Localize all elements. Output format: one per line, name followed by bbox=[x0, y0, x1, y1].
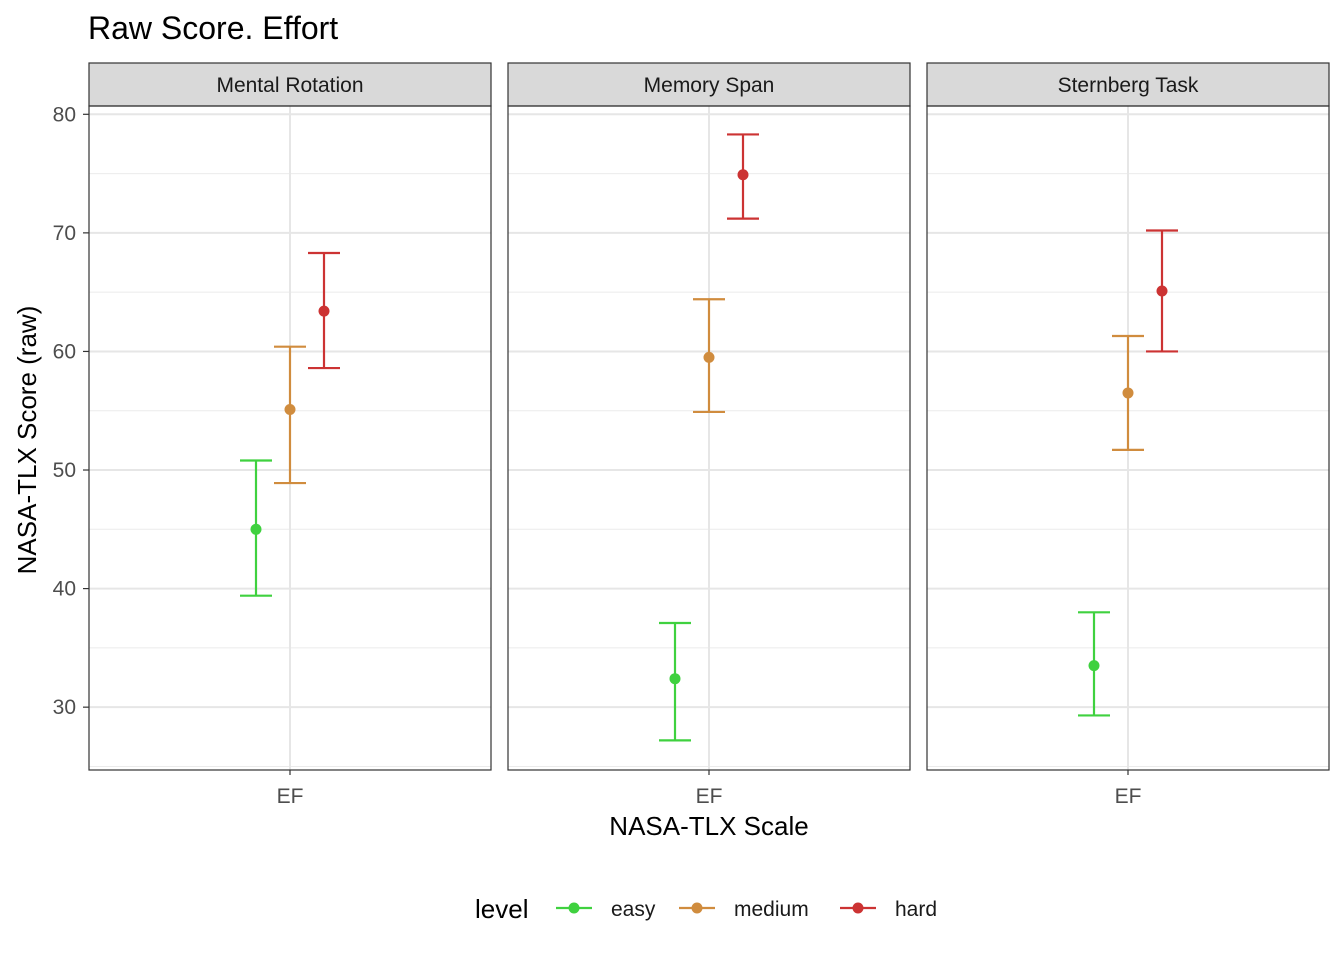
mean-point bbox=[703, 351, 715, 363]
facet-strip bbox=[88, 62, 492, 107]
y-tick-label: 50 bbox=[53, 459, 76, 482]
chart-title: Raw Score. Effort bbox=[88, 10, 338, 46]
x-tick-label: EF bbox=[277, 785, 304, 808]
x-axis-label: NASA-TLX Scale bbox=[609, 811, 808, 841]
x-tick-label: EF bbox=[1115, 785, 1142, 808]
y-tick-label: 70 bbox=[53, 222, 76, 245]
legend-item-easy: easy bbox=[556, 898, 656, 921]
legend-title: level bbox=[475, 894, 528, 924]
legend-label: medium bbox=[734, 898, 809, 921]
legend-key-point bbox=[691, 902, 703, 914]
legend-key-point bbox=[852, 902, 864, 914]
mean-point bbox=[318, 305, 330, 317]
errorbar-hard bbox=[308, 251, 340, 370]
facet-strip-label: Memory Span bbox=[644, 74, 775, 97]
legend-label: hard bbox=[895, 898, 937, 921]
mean-point bbox=[284, 404, 296, 416]
facet-panel: Mental Rotation EF bbox=[88, 62, 492, 808]
y-tick-label: 30 bbox=[53, 696, 76, 719]
y-axis-label: NASA-TLX Score (raw) bbox=[12, 306, 42, 575]
mean-point bbox=[250, 523, 262, 535]
legend: level easy medium hard bbox=[475, 894, 937, 924]
errorbar-medium bbox=[1112, 334, 1144, 451]
facet-strip bbox=[926, 62, 1330, 107]
errorbar-easy bbox=[659, 621, 691, 742]
mean-point bbox=[1088, 660, 1100, 672]
errorbar-hard bbox=[1146, 229, 1178, 353]
mean-point bbox=[1156, 285, 1168, 297]
y-tick-label: 60 bbox=[53, 340, 76, 363]
legend-key-point bbox=[568, 902, 580, 914]
y-tick-label: 40 bbox=[53, 578, 76, 601]
mean-point bbox=[737, 169, 749, 181]
facet-panel: Sternberg Task EF bbox=[926, 62, 1330, 808]
errorbar-easy bbox=[240, 459, 272, 597]
facet-strip bbox=[507, 62, 911, 107]
y-tick-label: 80 bbox=[53, 103, 76, 126]
errorbar-easy bbox=[1078, 611, 1110, 717]
facet-strip-label: Sternberg Task bbox=[1058, 74, 1199, 97]
mean-point bbox=[1122, 387, 1134, 399]
errorbar-hard bbox=[727, 133, 759, 220]
errorbar-medium bbox=[274, 345, 306, 485]
errorbar-medium bbox=[693, 298, 725, 414]
legend-item-medium: medium bbox=[679, 898, 809, 921]
mean-point bbox=[669, 673, 681, 685]
legend-item-hard: hard bbox=[840, 898, 937, 921]
legend-label: easy bbox=[611, 898, 656, 921]
facet-strip-label: Mental Rotation bbox=[216, 74, 363, 97]
facet-panel: Memory Span EF bbox=[507, 62, 911, 808]
y-axis: 30 40 50 60 70 80 bbox=[53, 103, 89, 719]
x-tick-label: EF bbox=[696, 785, 723, 808]
